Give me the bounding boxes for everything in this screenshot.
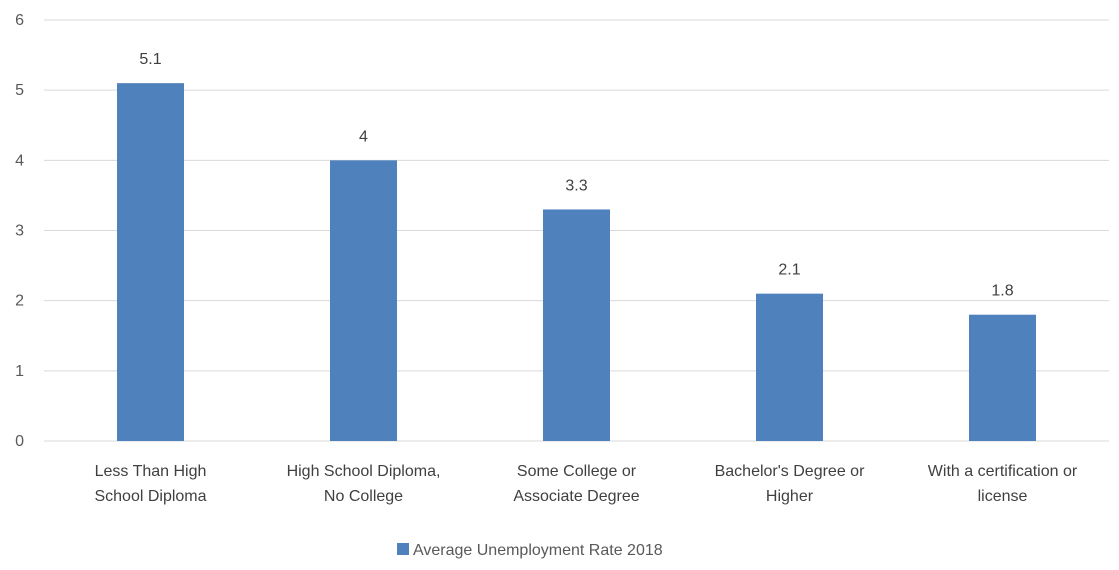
bar: [756, 293, 823, 441]
y-tick-label: 0: [15, 433, 24, 450]
legend: Average Unemployment Rate 2018: [397, 542, 663, 559]
x-category-label: Bachelor's Degree or: [715, 463, 865, 480]
category-labels: Less Than High School Diploma High School …: [94, 463, 1077, 505]
x-category-label: School Diploma: [94, 488, 206, 505]
x-category-label: Less Than High: [95, 463, 207, 480]
x-category-label: license: [978, 488, 1028, 505]
y-axis-ticks: 0 1 2 3 4 5 6: [15, 12, 24, 450]
x-category-label: Some College or: [517, 463, 637, 480]
data-label: 4: [359, 128, 368, 145]
bar: [969, 314, 1036, 441]
y-tick-label: 3: [15, 223, 24, 240]
bars: [117, 83, 1036, 442]
x-category-label: Associate Degree: [513, 488, 639, 505]
y-tick-label: 6: [15, 12, 24, 29]
bar: [543, 209, 610, 441]
legend-swatch: [397, 543, 409, 555]
data-label: 3.3: [565, 177, 587, 194]
x-category-label: Higher: [766, 488, 814, 505]
y-tick-label: 4: [15, 152, 24, 169]
bar: [330, 160, 397, 442]
y-tick-label: 2: [15, 293, 24, 310]
bar: [117, 83, 184, 442]
legend-label: Average Unemployment Rate 2018: [413, 542, 663, 559]
y-tick-label: 5: [15, 82, 24, 99]
x-category-label: No College: [324, 488, 403, 505]
x-category-label: High School Diploma,: [287, 463, 441, 480]
data-label: 1.8: [991, 283, 1013, 300]
data-label: 2.1: [778, 262, 800, 279]
y-tick-label: 1: [15, 363, 24, 380]
data-label: 5.1: [139, 51, 161, 68]
data-labels: 5.1 4 3.3 2.1 1.8: [139, 51, 1013, 300]
x-category-label: With a certification or: [928, 463, 1078, 480]
